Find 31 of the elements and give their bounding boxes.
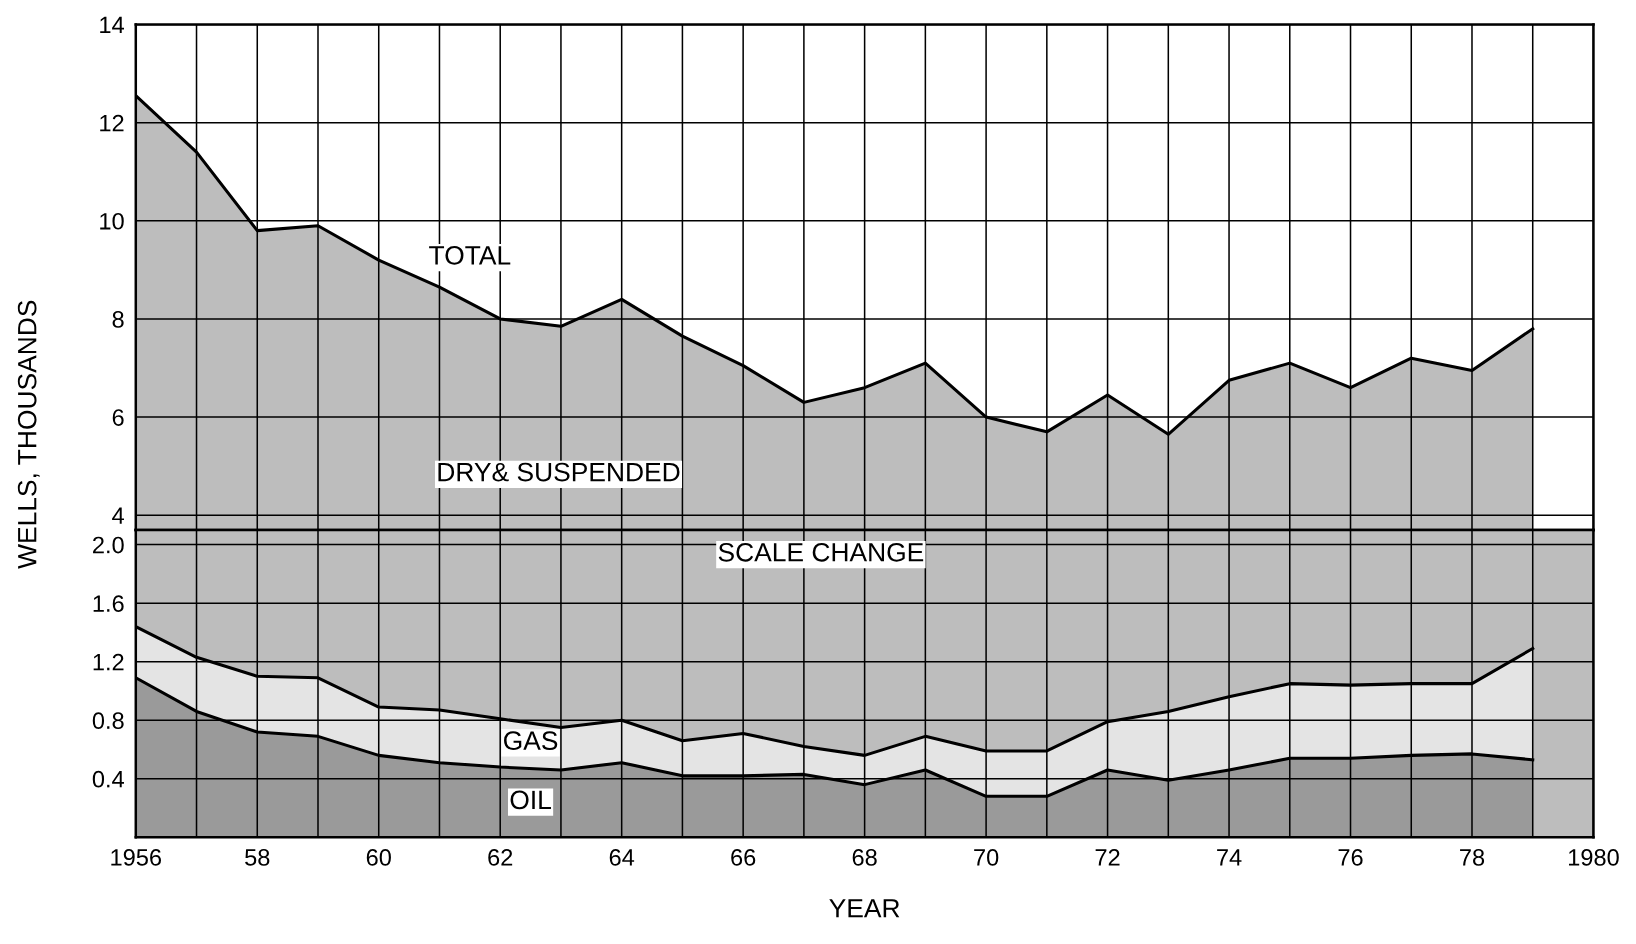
y-axis-title: WELLS, THOUSANDS bbox=[17, 300, 40, 569]
series-label: GAS bbox=[504, 731, 558, 751]
y-tick-label: 8 bbox=[112, 311, 124, 328]
x-tick-label: 58 bbox=[245, 849, 270, 866]
annotation: DRY& SUSPENDED bbox=[438, 462, 680, 482]
x-tick-label: 66 bbox=[731, 849, 756, 866]
y-tick-label: 10 bbox=[100, 212, 124, 230]
series-label: TOTAL bbox=[429, 246, 511, 265]
x-axis-title: YEAR bbox=[829, 899, 900, 918]
y-tick-label: 12 bbox=[100, 114, 124, 132]
y-tick-label: 1.2 bbox=[93, 653, 124, 671]
x-tick-label: 1980 bbox=[1569, 849, 1619, 866]
y-tick-label: 6 bbox=[112, 409, 124, 426]
x-tick-label: 1956 bbox=[111, 849, 162, 866]
x-tick-label: 60 bbox=[366, 849, 391, 866]
x-tick-label: 62 bbox=[488, 849, 513, 866]
series-label: OIL bbox=[510, 790, 551, 810]
y-tick-label: 0.4 bbox=[92, 770, 124, 788]
y-tick-label: 4 bbox=[112, 507, 124, 524]
y-tick-label: 2.0 bbox=[93, 536, 124, 554]
x-tick-label: 64 bbox=[609, 849, 635, 866]
x-tick-label: 74 bbox=[1217, 849, 1242, 866]
y-tick-label: 14 bbox=[100, 16, 124, 34]
x-tick-label: 76 bbox=[1338, 849, 1363, 866]
x-tick-label: 72 bbox=[1095, 849, 1120, 866]
x-tick-label: 68 bbox=[852, 849, 877, 866]
x-tick-label: 70 bbox=[974, 849, 999, 866]
y-tick-label: 1.6 bbox=[93, 595, 124, 612]
x-tick-label: 78 bbox=[1460, 849, 1485, 866]
y-tick-label: 0.8 bbox=[92, 712, 124, 730]
annotation: SCALE CHANGE bbox=[718, 542, 924, 562]
